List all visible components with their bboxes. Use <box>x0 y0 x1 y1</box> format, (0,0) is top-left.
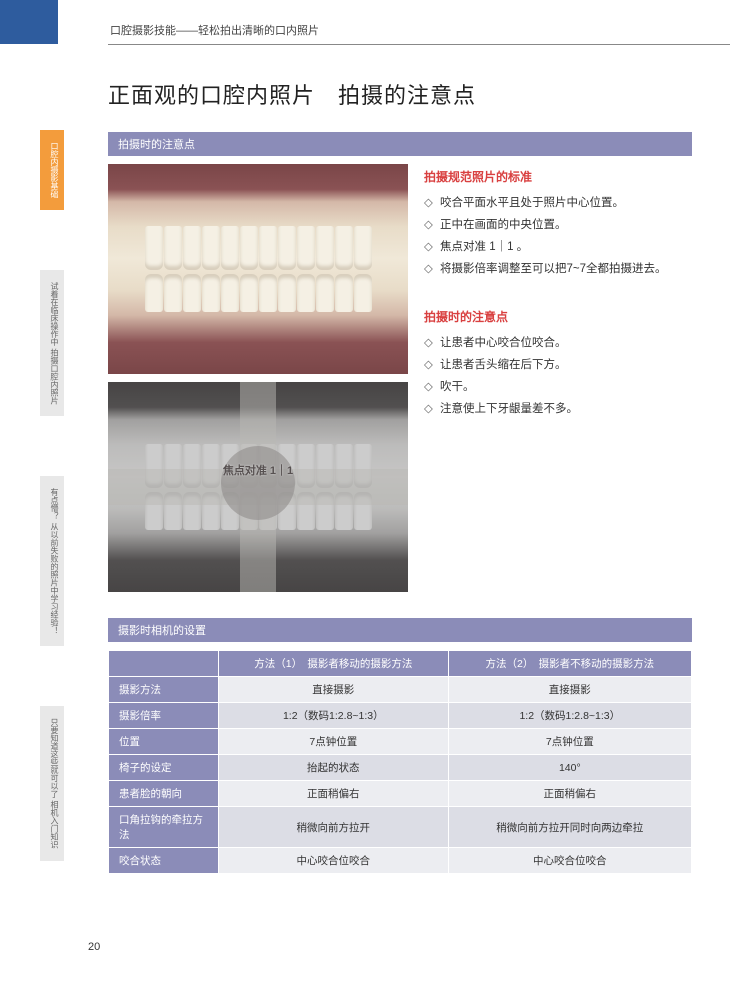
teeth-photo-overlay: 焦点对准 1｜1 <box>108 382 408 592</box>
th-method1: 方法（1） 摄影者移动的摄影方法 <box>219 651 449 677</box>
settings-tbody: 摄影方法直接摄影直接摄影 摄影倍率1:2（数码1:2.8~1:3）1:2（数码1… <box>109 677 692 874</box>
section-bar-1: 拍摄时的注意点 <box>108 132 692 156</box>
row-label: 口角拉钩的牵拉方法 <box>109 807 219 848</box>
th-method2: 方法（2） 摄影者不移动的摄影方法 <box>448 651 691 677</box>
cell: 中心咬合位咬合 <box>219 848 449 874</box>
cell: 正面稍偏右 <box>219 781 449 807</box>
photos-column: 焦点对准 1｜1 <box>108 164 408 600</box>
text-column: 拍摄规范照片的标准 咬合平面水平且处于照片中心位置。 正中在画面的中央位置。 焦… <box>424 164 692 600</box>
cell: 直接摄影 <box>219 677 449 703</box>
cautions-item: 注意使上下牙龈量差不多。 <box>424 399 692 421</box>
side-tab-1[interactable]: 口腔内摄影基础 <box>40 130 64 210</box>
cautions-item: 让患者中心咬合位咬合。 <box>424 333 692 355</box>
side-tab-2[interactable]: 试着在临床操作中 拍摄口腔内照片 <box>40 270 64 416</box>
cell: 7点钟位置 <box>219 729 449 755</box>
focus-label: 焦点对准 1｜1 <box>223 462 293 478</box>
cell: 1:2（数码1:2.8~1:3） <box>219 703 449 729</box>
standards-heading: 拍摄规范照片的标准 <box>424 168 692 185</box>
cell: 140° <box>448 755 691 781</box>
standards-item: 咬合平面水平且处于照片中心位置。 <box>424 193 692 215</box>
chapter-tab <box>0 0 58 44</box>
cell: 直接摄影 <box>448 677 691 703</box>
cell: 稍微向前方拉开同时向两边牵拉 <box>448 807 691 848</box>
cell: 1:2（数码1:2.8~1:3） <box>448 703 691 729</box>
breadcrumb: 口腔摄影技能——轻松拍出清晰的口内照片 <box>110 22 319 44</box>
cell: 抬起的状态 <box>219 755 449 781</box>
standards-item: 正中在画面的中央位置。 <box>424 215 692 237</box>
top-bar: 口腔摄影技能——轻松拍出清晰的口内照片 <box>0 0 730 44</box>
cell: 中心咬合位咬合 <box>448 848 691 874</box>
content-area: 正面观的口腔内照片 拍摄的注意点 拍摄时的注意点 焦点对准 1｜1 拍摄规范照片… <box>108 78 692 874</box>
row-label: 患者脸的朝向 <box>109 781 219 807</box>
section-bar-2: 摄影时相机的设置 <box>108 618 692 642</box>
row-label: 咬合状态 <box>109 848 219 874</box>
cautions-item: 吹干。 <box>424 377 692 399</box>
cell: 7点钟位置 <box>448 729 691 755</box>
row-label: 椅子的设定 <box>109 755 219 781</box>
cautions-heading: 拍摄时的注意点 <box>424 308 692 325</box>
page-number: 20 <box>88 941 100 953</box>
th-blank <box>109 651 219 677</box>
settings-table: 方法（1） 摄影者移动的摄影方法 方法（2） 摄影者不移动的摄影方法 摄影方法直… <box>108 650 692 874</box>
focus-circle <box>221 446 295 520</box>
standards-item: 焦点对准 1｜1 。 <box>424 237 692 259</box>
cautions-list: 让患者中心咬合位咬合。 让患者舌头缩在后下方。 吹干。 注意使上下牙龈量差不多。 <box>424 333 692 420</box>
row-label: 位置 <box>109 729 219 755</box>
photo-section: 焦点对准 1｜1 拍摄规范照片的标准 咬合平面水平且处于照片中心位置。 正中在画… <box>108 164 692 600</box>
page-title: 正面观的口腔内照片 拍摄的注意点 <box>108 78 692 110</box>
cautions-item: 让患者舌头缩在后下方。 <box>424 355 692 377</box>
teeth-photo-color <box>108 164 408 374</box>
header-rule <box>108 44 730 45</box>
standards-item: 将摄影倍率调整至可以把7~7全都拍摄进去。 <box>424 259 692 281</box>
standards-list: 咬合平面水平且处于照片中心位置。 正中在画面的中央位置。 焦点对准 1｜1 。 … <box>424 193 692 280</box>
row-label: 摄影倍率 <box>109 703 219 729</box>
side-tabs: 口腔内摄影基础 试着在临床操作中 拍摄口腔内照片 有点懵？ 从以前失败的照片中学… <box>40 130 64 921</box>
cell: 稍微向前方拉开 <box>219 807 449 848</box>
row-label: 摄影方法 <box>109 677 219 703</box>
side-tab-4[interactable]: 只要知道这些就可以了 相机入门知识 <box>40 706 64 860</box>
cell: 正面稍偏右 <box>448 781 691 807</box>
side-tab-3[interactable]: 有点懵？ 从以前失败的照片中学习经验！ <box>40 476 64 646</box>
